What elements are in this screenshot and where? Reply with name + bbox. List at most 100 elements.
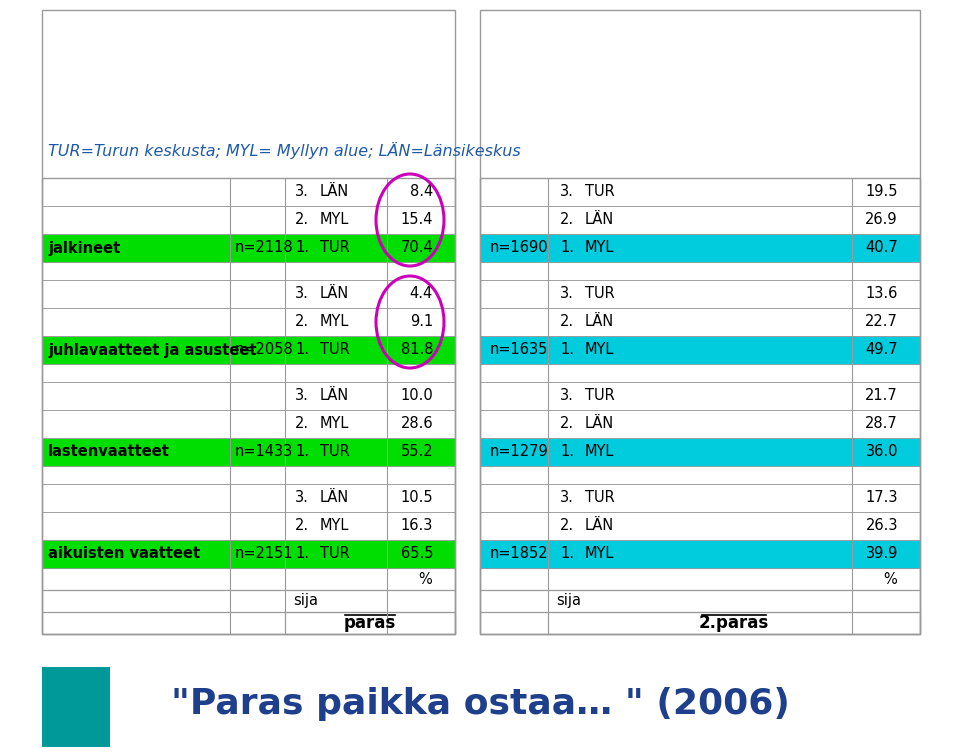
- Text: paras: paras: [344, 614, 396, 632]
- Text: 1.: 1.: [560, 241, 574, 256]
- Text: 10.5: 10.5: [400, 490, 433, 505]
- Text: 3.: 3.: [560, 490, 574, 505]
- Text: LÄN: LÄN: [585, 213, 614, 228]
- Bar: [42, 280, 455, 308]
- Text: 2.: 2.: [295, 417, 309, 432]
- Text: 16.3: 16.3: [400, 518, 433, 533]
- Bar: [480, 280, 920, 308]
- Text: 28.6: 28.6: [400, 417, 433, 432]
- Bar: [42, 382, 455, 410]
- Bar: [42, 484, 455, 512]
- Text: LÄN: LÄN: [585, 314, 614, 329]
- Text: TUR: TUR: [320, 444, 349, 459]
- Bar: [42, 612, 455, 634]
- Bar: [480, 540, 920, 568]
- Text: "Paras paikka ostaa… " (2006): "Paras paikka ostaa… " (2006): [171, 687, 789, 721]
- Bar: [42, 568, 455, 590]
- Bar: [480, 590, 920, 612]
- Text: 26.3: 26.3: [866, 518, 898, 533]
- Text: LÄN: LÄN: [320, 389, 349, 404]
- Text: MYL: MYL: [585, 241, 614, 256]
- Text: TUR: TUR: [585, 184, 614, 199]
- Text: 17.3: 17.3: [866, 490, 898, 505]
- Text: MYL: MYL: [320, 314, 349, 329]
- Text: 3.: 3.: [560, 389, 574, 404]
- Text: 3.: 3.: [295, 389, 309, 404]
- Text: TUR: TUR: [320, 547, 349, 562]
- Text: 2.: 2.: [560, 213, 574, 228]
- Bar: [42, 10, 455, 634]
- Bar: [480, 336, 920, 364]
- Text: TUR: TUR: [320, 342, 349, 357]
- Text: %: %: [883, 572, 897, 587]
- Text: TUR: TUR: [585, 389, 614, 404]
- Text: 26.9: 26.9: [865, 213, 898, 228]
- Text: 1.: 1.: [295, 342, 309, 357]
- Bar: [480, 438, 920, 466]
- Bar: [480, 178, 920, 634]
- Bar: [548, 612, 920, 634]
- Text: MYL: MYL: [585, 342, 614, 357]
- Bar: [480, 612, 920, 634]
- Bar: [42, 336, 455, 364]
- Text: n=1852: n=1852: [490, 547, 548, 562]
- Bar: [42, 540, 455, 568]
- Bar: [480, 10, 920, 634]
- Bar: [480, 410, 920, 438]
- Text: 39.9: 39.9: [866, 547, 898, 562]
- Bar: [480, 512, 920, 540]
- Text: n=2118: n=2118: [235, 241, 294, 256]
- Text: juhlavaatteet ja asusteet: juhlavaatteet ja asusteet: [48, 342, 256, 357]
- Text: 1.: 1.: [560, 444, 574, 459]
- Text: 15.4: 15.4: [400, 213, 433, 228]
- Bar: [480, 382, 920, 410]
- Bar: [480, 206, 920, 234]
- Text: %: %: [419, 572, 432, 587]
- Bar: [480, 364, 920, 382]
- Text: 1.: 1.: [295, 547, 309, 562]
- Text: 21.7: 21.7: [865, 389, 898, 404]
- Text: 65.5: 65.5: [400, 547, 433, 562]
- Bar: [42, 667, 110, 747]
- Text: 2.: 2.: [295, 213, 309, 228]
- Text: 1.: 1.: [295, 241, 309, 256]
- Text: 3.: 3.: [295, 490, 309, 505]
- Text: MYL: MYL: [585, 547, 614, 562]
- Bar: [42, 466, 455, 484]
- Text: TUR: TUR: [320, 241, 349, 256]
- Bar: [480, 484, 920, 512]
- Text: TUR: TUR: [585, 287, 614, 302]
- Text: 3.: 3.: [560, 184, 574, 199]
- Bar: [42, 262, 455, 280]
- Bar: [285, 612, 455, 634]
- Text: n=2058: n=2058: [235, 342, 294, 357]
- Text: MYL: MYL: [585, 444, 614, 459]
- Bar: [42, 308, 455, 336]
- Bar: [42, 512, 455, 540]
- Text: n=1690: n=1690: [490, 241, 548, 256]
- Text: lastenvaatteet: lastenvaatteet: [48, 444, 170, 459]
- Bar: [42, 206, 455, 234]
- Text: 19.5: 19.5: [866, 184, 898, 199]
- Text: LÄN: LÄN: [320, 490, 349, 505]
- Bar: [42, 364, 455, 382]
- Text: 40.7: 40.7: [865, 241, 898, 256]
- Text: 2.: 2.: [560, 518, 574, 533]
- Text: MYL: MYL: [320, 213, 349, 228]
- Bar: [480, 178, 920, 206]
- Text: 3.: 3.: [295, 287, 309, 302]
- Text: 4.4: 4.4: [410, 287, 433, 302]
- Text: LÄN: LÄN: [585, 417, 614, 432]
- Bar: [480, 262, 920, 280]
- Text: 49.7: 49.7: [865, 342, 898, 357]
- Text: 13.6: 13.6: [866, 287, 898, 302]
- Text: 70.4: 70.4: [400, 241, 433, 256]
- Text: jalkineet: jalkineet: [48, 241, 120, 256]
- Text: 55.2: 55.2: [400, 444, 433, 459]
- Text: n=1279: n=1279: [490, 444, 549, 459]
- Text: LÄN: LÄN: [320, 287, 349, 302]
- Text: aikuisten vaatteet: aikuisten vaatteet: [48, 547, 200, 562]
- Text: 2.paras: 2.paras: [699, 614, 769, 632]
- Bar: [42, 234, 455, 262]
- Text: 2.: 2.: [560, 314, 574, 329]
